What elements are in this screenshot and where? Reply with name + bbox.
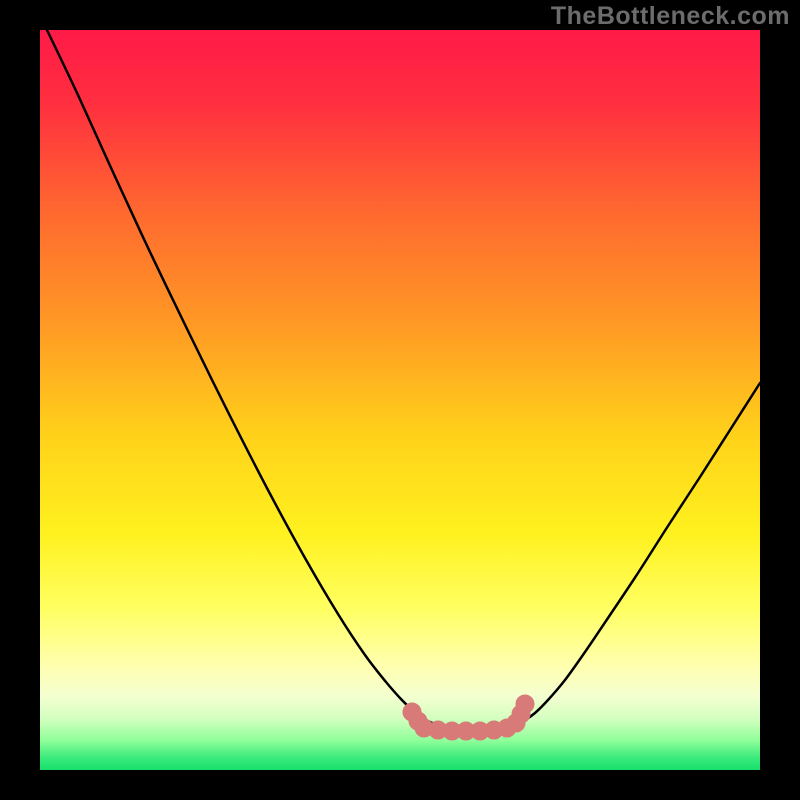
plot-area xyxy=(40,30,760,770)
watermark-text: TheBottleneck.com xyxy=(551,2,790,31)
marker-group xyxy=(403,695,534,740)
chart-stage: TheBottleneck.com xyxy=(0,0,800,800)
curve-layer xyxy=(40,30,760,770)
curve-marker xyxy=(516,695,534,713)
bottleneck-curve xyxy=(47,30,760,728)
